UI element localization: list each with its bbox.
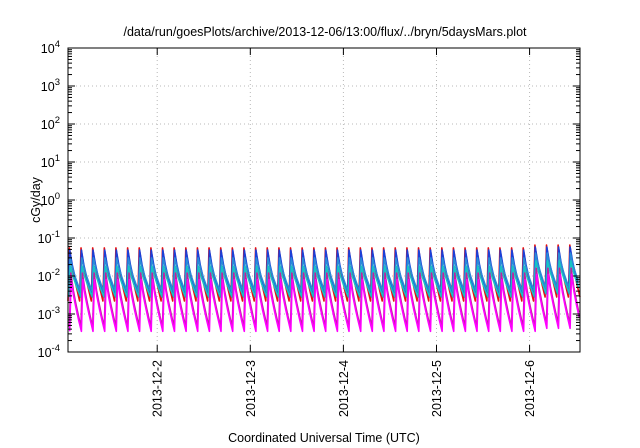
y-tick-label: 10-2	[38, 267, 60, 284]
x-tick-label: 2013-12-3	[244, 360, 258, 417]
y-axis-label: cGy/day	[29, 176, 43, 223]
x-axis: 2013-12-2 2013-12-3 2013-12-4 2013-12-5 2013…	[151, 48, 537, 417]
series-line	[68, 260, 580, 298]
x-tick-label: 2013-12-2	[151, 360, 165, 417]
series-line	[68, 273, 580, 333]
x-tick-label: 2013-12-4	[337, 360, 351, 417]
y-tick-label: 104	[41, 39, 60, 56]
series-group	[67, 244, 581, 333]
x-axis-label: Coordinated Universal Time (UTC)	[228, 431, 420, 445]
y-axis: 10-4 10-3 10-2 10-1 100 101 102 103 104	[38, 39, 580, 360]
y-tick-label: 10-3	[38, 305, 60, 322]
y-tick-label: 10-4	[38, 343, 60, 360]
chart-title: /data/run/goesPlots/archive/2013-12-06/1…	[123, 25, 527, 39]
x-tick-label: 2013-12-5	[430, 360, 444, 417]
y-tick-label: 100	[41, 191, 60, 208]
y-tick-label: 103	[41, 77, 60, 94]
y-tick-label: 101	[41, 153, 60, 170]
y-tick-label: 102	[41, 115, 60, 132]
y-tick-label: 10-1	[38, 229, 60, 246]
x-tick-label: 2013-12-6	[523, 360, 537, 417]
